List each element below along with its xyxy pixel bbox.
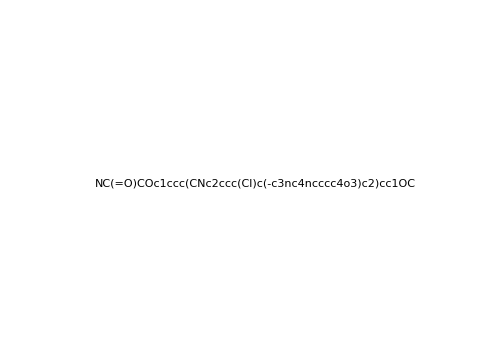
Text: NC(=O)COc1ccc(CNc2ccc(Cl)c(-c3nc4ncccc4o3)c2)cc1OC: NC(=O)COc1ccc(CNc2ccc(Cl)c(-c3nc4ncccc4o… [95,179,416,189]
